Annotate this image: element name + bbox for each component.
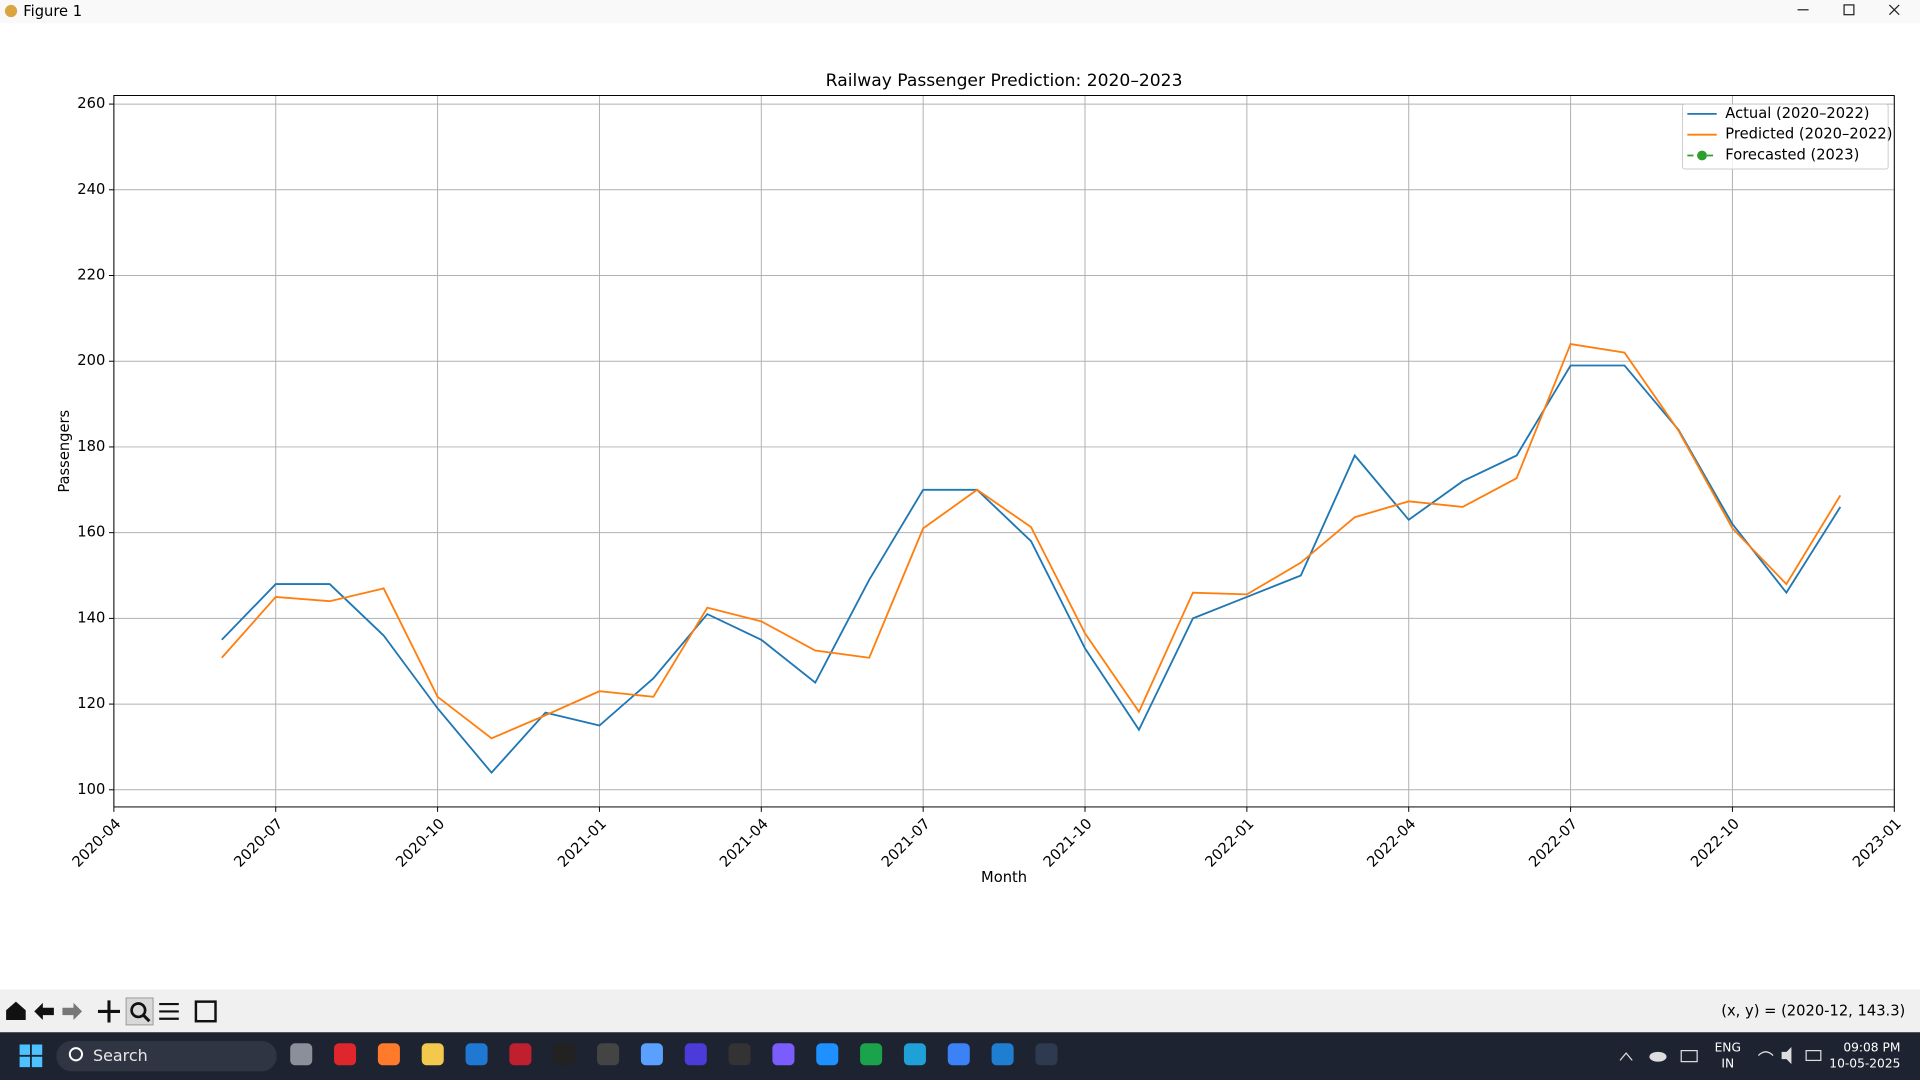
legend-label: Actual (2020–2022) bbox=[1725, 105, 1869, 122]
plot-frame bbox=[113, 95, 1895, 808]
start-tile bbox=[19, 1056, 30, 1068]
y-tick-label: 160 bbox=[77, 524, 105, 541]
clock-date: 10-05-2025 bbox=[1829, 1057, 1900, 1071]
window-title: Figure 1 bbox=[23, 3, 82, 20]
tray-overflow[interactable] bbox=[1619, 1052, 1633, 1061]
forward-button[interactable] bbox=[62, 1002, 83, 1020]
chart-title: Railway Passenger Prediction: 2020–2023 bbox=[826, 71, 1183, 91]
y-tick-label: 100 bbox=[77, 781, 105, 798]
y-tick-label: 120 bbox=[77, 695, 105, 712]
title-bar bbox=[0, 0, 1920, 24]
legend-box bbox=[1681, 103, 1889, 170]
volume-icon[interactable] bbox=[1781, 1046, 1792, 1065]
taskbar-app[interactable] bbox=[377, 1043, 400, 1066]
taskbar-app[interactable] bbox=[290, 1043, 313, 1066]
pan-button[interactable] bbox=[97, 1000, 120, 1023]
legend-label: Predicted (2020–2022) bbox=[1725, 126, 1892, 143]
toolbar bbox=[0, 989, 1920, 1033]
search-label: Search bbox=[93, 1046, 148, 1065]
start-button[interactable] bbox=[19, 1044, 43, 1068]
taskbar-app[interactable] bbox=[640, 1043, 663, 1066]
start-tile bbox=[31, 1056, 43, 1068]
y-tick-label: 240 bbox=[77, 181, 105, 198]
taskbar-app[interactable] bbox=[947, 1043, 970, 1066]
zoom-icon-handle bbox=[142, 1014, 151, 1023]
taskbar-app[interactable] bbox=[772, 1043, 795, 1066]
taskbar-app[interactable] bbox=[421, 1043, 444, 1066]
wifi-icon[interactable] bbox=[1757, 1051, 1774, 1056]
taskbar-app[interactable] bbox=[553, 1043, 576, 1066]
restore-button[interactable] bbox=[1843, 4, 1855, 16]
save-button[interactable] bbox=[194, 1000, 217, 1023]
y-tick-label: 260 bbox=[77, 95, 105, 112]
legend-label: Forecasted (2023) bbox=[1725, 147, 1859, 164]
language: ENG bbox=[1715, 1041, 1741, 1055]
y-axis-label: Passengers bbox=[56, 410, 73, 493]
back-button[interactable] bbox=[34, 1002, 54, 1020]
taskbar-app[interactable] bbox=[903, 1043, 926, 1066]
home-button[interactable] bbox=[6, 1001, 26, 1020]
y-tick-label: 140 bbox=[77, 609, 105, 626]
y-tick-label: 180 bbox=[77, 438, 105, 455]
taskbar-app[interactable] bbox=[597, 1043, 620, 1066]
taskbar-app[interactable] bbox=[728, 1043, 751, 1066]
app-icon bbox=[4, 4, 18, 18]
y-tick-label: 220 bbox=[77, 267, 105, 284]
series-line bbox=[221, 343, 1842, 740]
region: IN bbox=[1721, 1057, 1734, 1071]
keyboard-icon[interactable] bbox=[1680, 1050, 1698, 1063]
taskbar-app[interactable] bbox=[334, 1043, 357, 1066]
legend-marker bbox=[1697, 150, 1707, 161]
clock-time: 09:08 PM bbox=[1843, 1041, 1900, 1055]
taskbar-app[interactable] bbox=[1035, 1043, 1058, 1066]
close-button[interactable] bbox=[1888, 4, 1900, 16]
configure-button[interactable] bbox=[159, 1002, 179, 1020]
taskbar-app[interactable] bbox=[684, 1043, 707, 1066]
taskbar-app[interactable] bbox=[465, 1043, 488, 1066]
cursor-readout: (x, y) = (2020-12, 143.3) bbox=[1721, 1002, 1905, 1019]
search-icon bbox=[68, 1047, 84, 1062]
taskbar-app[interactable] bbox=[816, 1043, 839, 1066]
start-tile bbox=[31, 1044, 43, 1055]
onedrive-icon[interactable] bbox=[1649, 1051, 1667, 1062]
taskbar-app[interactable] bbox=[860, 1043, 883, 1066]
zoom-icon bbox=[130, 1002, 147, 1019]
battery-icon[interactable] bbox=[1805, 1050, 1822, 1062]
search-box[interactable] bbox=[56, 1040, 277, 1072]
taskbar-app[interactable] bbox=[991, 1043, 1014, 1066]
x-axis-label: Month bbox=[981, 869, 1027, 886]
taskbar-app[interactable] bbox=[509, 1043, 532, 1066]
y-tick-label: 200 bbox=[77, 352, 105, 369]
start-tile bbox=[19, 1044, 30, 1055]
window-body bbox=[0, 0, 1920, 989]
series-line bbox=[221, 364, 1842, 775]
